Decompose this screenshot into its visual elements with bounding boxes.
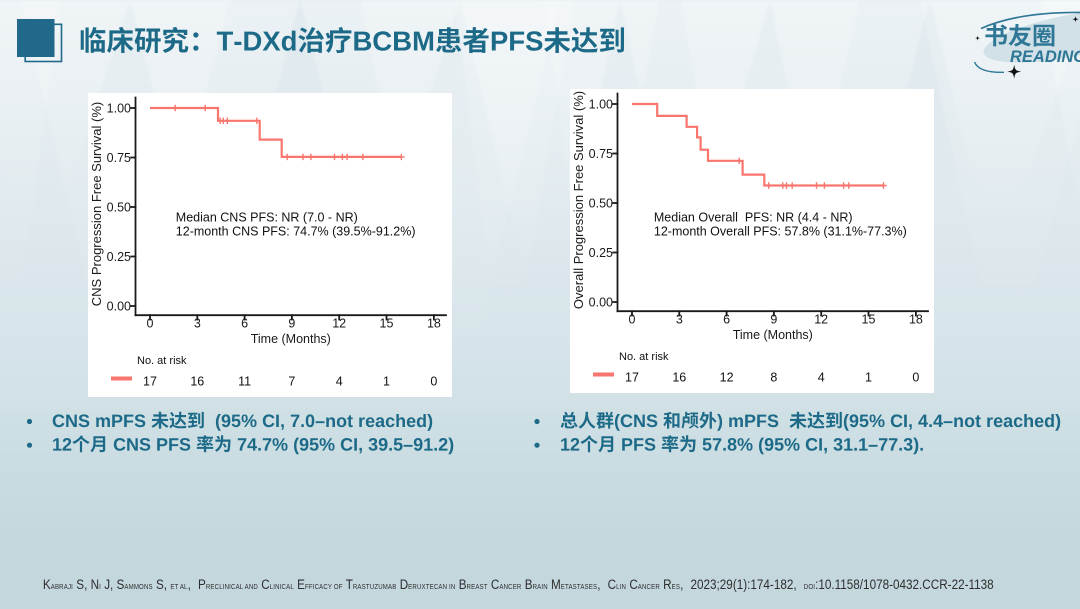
svg-text:17: 17	[625, 370, 639, 384]
svg-text:0.25: 0.25	[589, 246, 613, 260]
svg-text:1: 1	[865, 370, 872, 384]
svg-text:15: 15	[862, 313, 876, 327]
svg-text:16: 16	[672, 370, 686, 384]
svg-text:15: 15	[380, 317, 394, 331]
svg-text:Median Overall PFS: NR (4.4 -: Median Overall PFS: NR (4.4 - NR)	[654, 211, 853, 225]
svg-text:11: 11	[238, 374, 251, 388]
svg-text:12-month CNS PFS: 74.7% (39.5%: 12-month CNS PFS: 74.7% (39.5%-91.2%)	[176, 224, 416, 238]
svg-text:12: 12	[720, 370, 734, 384]
svg-text:16: 16	[190, 374, 204, 388]
svg-text:Time (Months): Time (Months)	[733, 328, 813, 342]
svg-text:6: 6	[241, 317, 248, 331]
svg-text:1: 1	[383, 374, 390, 388]
svg-text:18: 18	[427, 317, 441, 331]
svg-text:0: 0	[147, 317, 154, 331]
svg-text:Overall Progression Free Survi: Overall Progression Free Survival (%)	[571, 91, 586, 309]
svg-text:12: 12	[332, 317, 346, 331]
svg-text:1.00: 1.00	[107, 101, 131, 115]
svg-text:Time (Months): Time (Months)	[251, 332, 331, 346]
svg-text:8: 8	[770, 370, 777, 384]
svg-text:READING: READING	[1010, 48, 1080, 66]
svg-text:0.75: 0.75	[589, 147, 613, 161]
svg-text:4: 4	[336, 374, 343, 388]
svg-text:18: 18	[909, 313, 923, 327]
svg-text:4: 4	[818, 370, 825, 384]
svg-text:0.25: 0.25	[107, 250, 131, 264]
svg-text:12: 12	[814, 313, 828, 327]
svg-text:No. at risk: No. at risk	[137, 355, 187, 367]
svg-text:3: 3	[676, 313, 683, 327]
svg-text:17: 17	[143, 374, 157, 388]
svg-text:0.50: 0.50	[589, 196, 613, 210]
svg-text:Median CNS PFS: NR (7.0 - NR): Median CNS PFS: NR (7.0 - NR)	[176, 211, 358, 225]
svg-text:1.00: 1.00	[589, 97, 613, 111]
svg-text:9: 9	[288, 317, 295, 331]
svg-text:No. at risk: No. at risk	[619, 351, 669, 363]
svg-text:0.75: 0.75	[107, 151, 131, 165]
svg-text:0: 0	[430, 374, 437, 388]
svg-text:6: 6	[723, 313, 730, 327]
svg-text:0.00: 0.00	[107, 299, 131, 313]
svg-text:0: 0	[629, 313, 636, 327]
svg-text:3: 3	[194, 317, 201, 331]
svg-text:CNS Progression Free Survival: CNS Progression Free Survival (%)	[89, 102, 104, 306]
svg-text:7: 7	[288, 374, 295, 388]
svg-text:0: 0	[912, 370, 919, 384]
svg-text:12-month Overall PFS: 57.8% (3: 12-month Overall PFS: 57.8% (31.1%-77.3%…	[654, 224, 907, 238]
svg-text:9: 9	[770, 313, 777, 327]
svg-text:0.50: 0.50	[107, 200, 131, 214]
svg-text:0.00: 0.00	[589, 295, 613, 309]
